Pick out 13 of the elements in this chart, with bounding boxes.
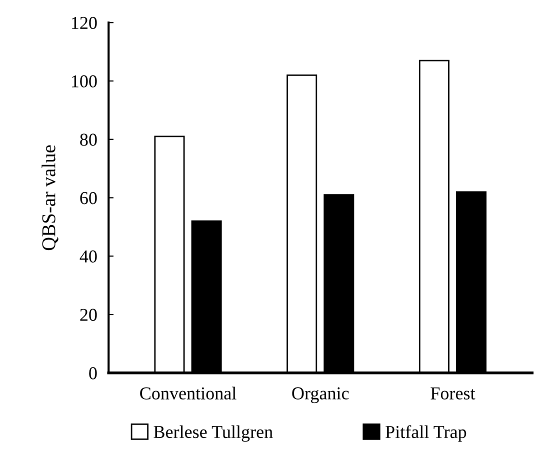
x-tick-label: Organic [292, 387, 349, 404]
y-tick-label: 0 [89, 367, 97, 380]
y-tick-label: 120 [72, 16, 97, 30]
legend-label: Pitfall Trap [386, 425, 466, 442]
y-axis-title: QBS-ar value [42, 145, 58, 250]
legend-label: Berlese Tullgren [154, 425, 273, 442]
x-tick-label: Forest [430, 387, 476, 400]
y-tick-label: 40 [80, 250, 97, 263]
y-tick-label: 60 [80, 192, 97, 204]
y-tick-label: 100 [72, 75, 97, 88]
x-tick-label: Conventional [140, 386, 236, 400]
y-tick-label: 80 [80, 134, 97, 146]
y-tick-label: 20 [80, 308, 97, 321]
